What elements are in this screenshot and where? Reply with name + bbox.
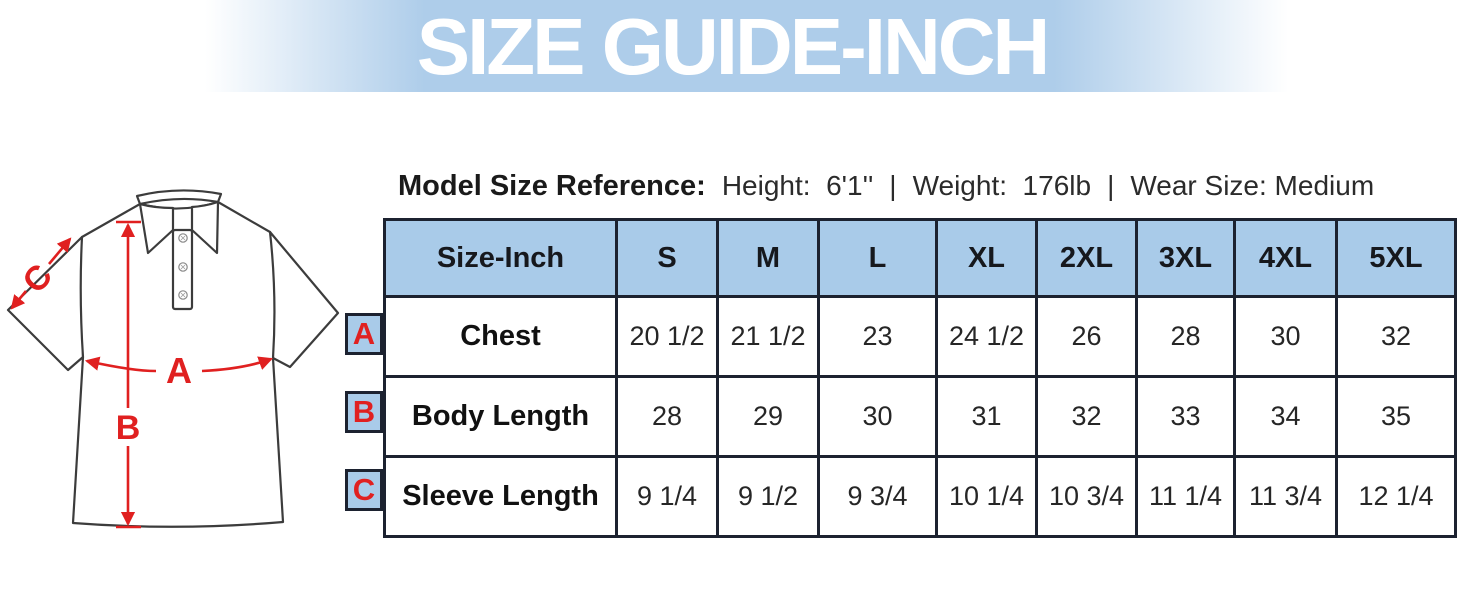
- collar-right-flap: [190, 200, 220, 255]
- polo-shirt-icon: B A C: [6, 189, 340, 529]
- dimension-c-arrow: [10, 237, 72, 310]
- dimension-b-arrow: [116, 220, 141, 529]
- table-cell: 9 3/4: [817, 455, 938, 538]
- table-cell: 30: [817, 375, 938, 458]
- dimension-a-label: A: [166, 350, 192, 391]
- table-cell: 24 1/2: [935, 295, 1038, 378]
- table-cell: 20 1/2: [615, 295, 719, 378]
- table-cell: 11 3/4: [1233, 455, 1338, 538]
- left-sleeve: [6, 235, 85, 372]
- table-cell: 12 1/4: [1335, 455, 1457, 538]
- row-label: Chest: [383, 295, 618, 378]
- table-cell: 26: [1035, 295, 1138, 378]
- size-table: Size-Inch S M L XL 2XL 3XL 4XL 5XL Chest…: [383, 218, 1457, 538]
- table-cell: 32: [1335, 295, 1457, 378]
- size-column-header: 2XL: [1035, 218, 1138, 298]
- table-cell: 30: [1233, 295, 1338, 378]
- table-cell: 34: [1233, 375, 1338, 458]
- table-cell: 11 1/4: [1135, 455, 1236, 538]
- size-column-header: XL: [935, 218, 1038, 298]
- table-cell: 35: [1335, 375, 1457, 458]
- dimension-b-label: B: [116, 409, 141, 447]
- model-weight: Weight: 176lb: [912, 170, 1092, 201]
- model-reference-label: Model Size Reference:: [398, 170, 706, 202]
- table-cell: 9 1/2: [716, 455, 820, 538]
- corner-header-cell: Size-Inch: [383, 218, 618, 298]
- size-column-header: 4XL: [1233, 218, 1338, 298]
- collar-band: [135, 189, 223, 206]
- table-cell: 29: [716, 375, 820, 458]
- row-label: Body Length: [383, 375, 618, 458]
- measure-key-badge-a: A: [345, 313, 383, 355]
- table-cell: 32: [1035, 375, 1138, 458]
- table-cell: 21 1/2: [716, 295, 820, 378]
- table-row-chest: Chest 20 1/2 21 1/2 23 24 1/2 26 28 30 3…: [383, 295, 1457, 378]
- table-cell: 10 3/4: [1035, 455, 1138, 538]
- right-sleeve: [268, 230, 340, 369]
- size-column-header: L: [817, 218, 938, 298]
- size-column-header: 5XL: [1335, 218, 1457, 298]
- size-column-header: 3XL: [1135, 218, 1236, 298]
- collar-left-flap: [138, 202, 175, 255]
- row-label: Sleeve Length: [383, 455, 618, 538]
- buttons: [178, 233, 188, 300]
- table-cell: 10 1/4: [935, 455, 1038, 538]
- shirt-measurement-diagram: B A C: [0, 178, 360, 578]
- model-size-reference: Model Size Reference: Height: 6'1'' | We…: [398, 170, 1374, 203]
- title-banner: SIZE GUIDE-INCH: [0, 0, 1464, 92]
- table-cell: 33: [1135, 375, 1236, 458]
- size-column-header: S: [615, 218, 719, 298]
- separator: |: [1107, 170, 1115, 201]
- table-row-body-length: Body Length 28 29 30 31 32 33 34 35: [383, 375, 1457, 458]
- table-row-sleeve-length: Sleeve Length 9 1/4 9 1/2 9 3/4 10 1/4 1…: [383, 455, 1457, 538]
- measure-key-badge-c: C: [345, 469, 383, 511]
- size-column-header: M: [716, 218, 820, 298]
- table-cell: 28: [1135, 295, 1236, 378]
- table-cell: 23: [817, 295, 938, 378]
- measure-key-badge-b: B: [345, 391, 383, 433]
- page-title: SIZE GUIDE-INCH: [416, 2, 1051, 91]
- dimension-a-arrow: [84, 356, 274, 373]
- table-cell: 28: [615, 375, 719, 458]
- table-cell: 9 1/4: [615, 455, 719, 538]
- table-cell: 31: [935, 375, 1038, 458]
- model-wear-size: Wear Size: Medium: [1130, 170, 1375, 201]
- model-height: Height: 6'1'': [721, 170, 874, 201]
- separator: |: [889, 170, 897, 201]
- table-header-row: Size-Inch S M L XL 2XL 3XL 4XL 5XL: [383, 218, 1457, 298]
